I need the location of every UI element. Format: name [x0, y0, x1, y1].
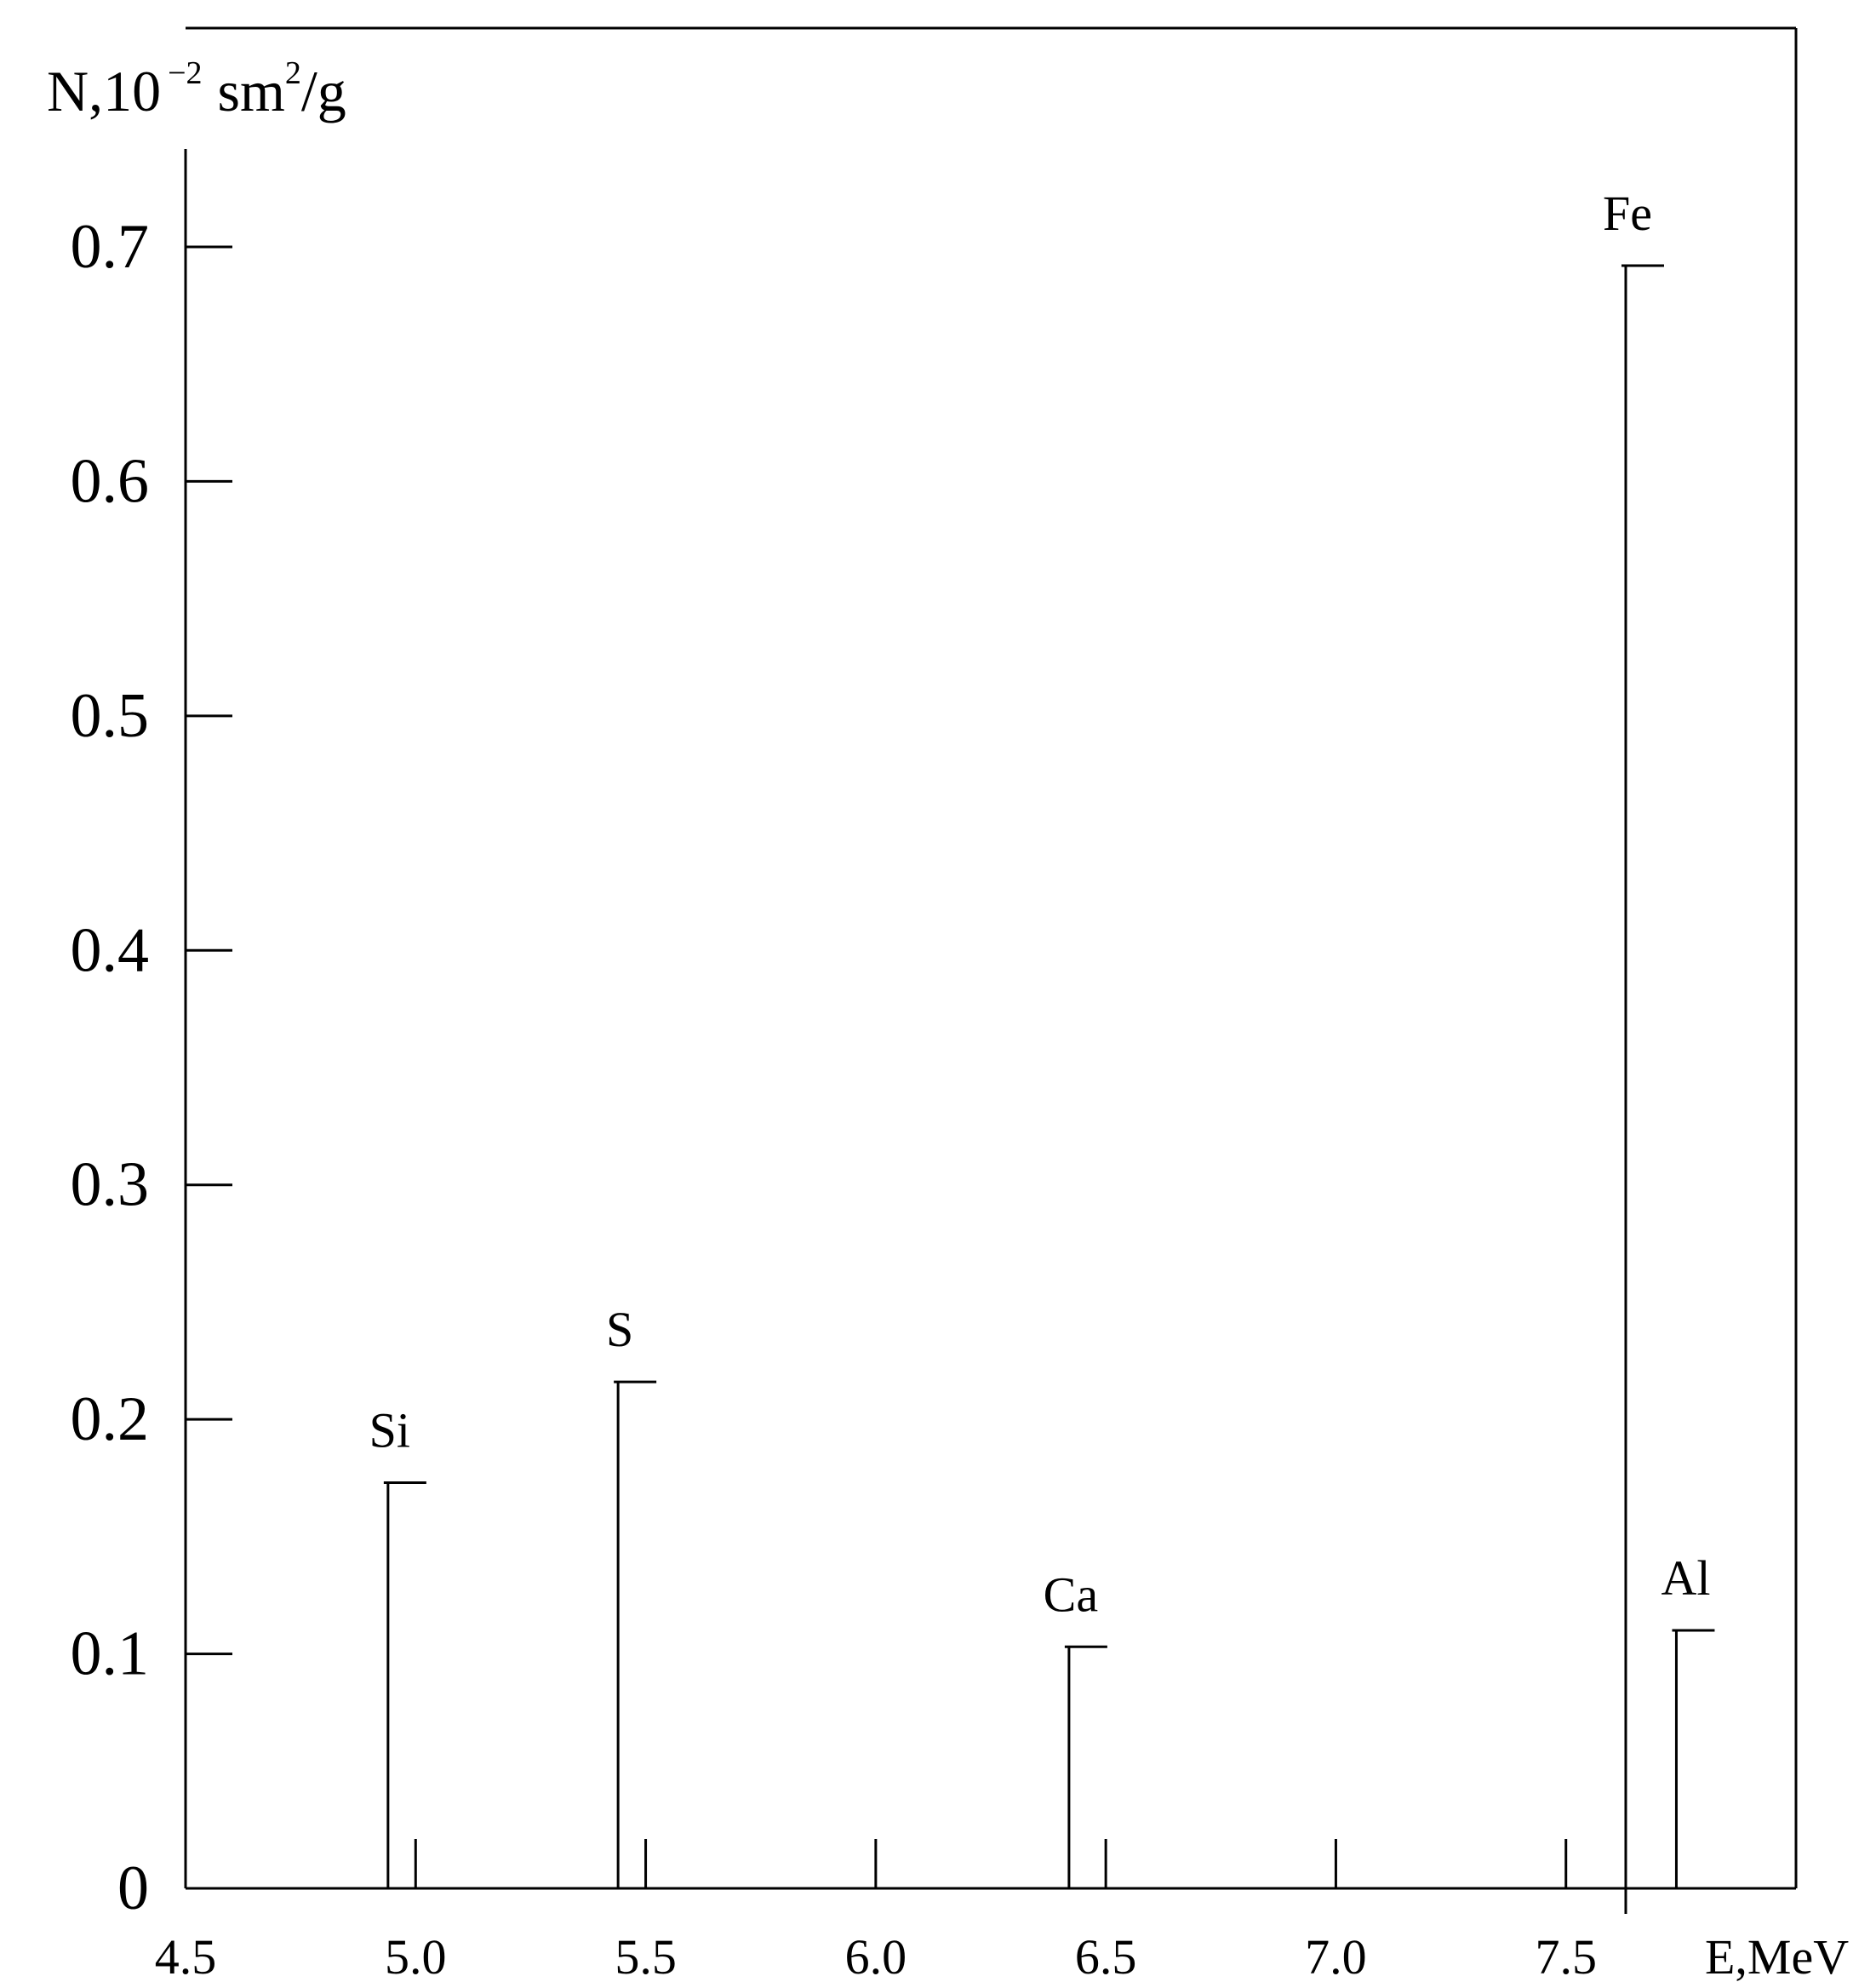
y-axis-title: N,10 −2 sm2/g: [47, 55, 346, 123]
x-tick-label: 7.5: [1535, 1929, 1597, 1982]
y-tick-label: 0.5: [71, 681, 150, 751]
x-tick-label: 5.0: [385, 1929, 447, 1982]
peak-label-fe: Fe: [1603, 186, 1652, 241]
peak-label-si: Si: [369, 1403, 410, 1458]
x-tick-label: 6.0: [845, 1929, 907, 1982]
y-tick-label: 0.4: [71, 915, 150, 985]
y-axis-title-unit-exp: 2: [285, 55, 301, 91]
y-axis-title-exp: −2: [168, 55, 202, 91]
peak-label-ca: Ca: [1044, 1567, 1098, 1622]
y-axis-title-unit: sm: [218, 59, 285, 123]
y-tick-label: 0.1: [71, 1619, 150, 1689]
x-tick-label: 7.0: [1305, 1929, 1367, 1982]
x-tick-label: 6.5: [1075, 1929, 1137, 1982]
peak-label-al: Al: [1661, 1550, 1710, 1606]
y-tick-label: 0.2: [71, 1384, 150, 1454]
y-axis-title-main: N,10: [47, 59, 161, 123]
x-axis-title: E,MeV: [1705, 1929, 1849, 1982]
x-tick-label: 4.5: [155, 1929, 217, 1982]
y-tick-label: 0.3: [71, 1150, 150, 1220]
y-ticks: 0 0.1 0.2 0.3 0.4 0.5 0.6 0.7: [71, 212, 232, 1923]
x-tick-label: 5.5: [615, 1929, 677, 1982]
y-tick-label: 0.7: [71, 212, 150, 282]
x-ticks: 4.5 5.0 5.5 6.0 6.5 7.0 7.5: [155, 1839, 1597, 1982]
y-axis-title-tail: /g: [301, 59, 346, 123]
y-tick-label: 0: [117, 1853, 149, 1923]
y-tick-label: 0.6: [71, 446, 150, 516]
peaks: Si S Ca Fe Al: [369, 186, 1715, 1914]
peak-label-s: S: [606, 1302, 633, 1357]
